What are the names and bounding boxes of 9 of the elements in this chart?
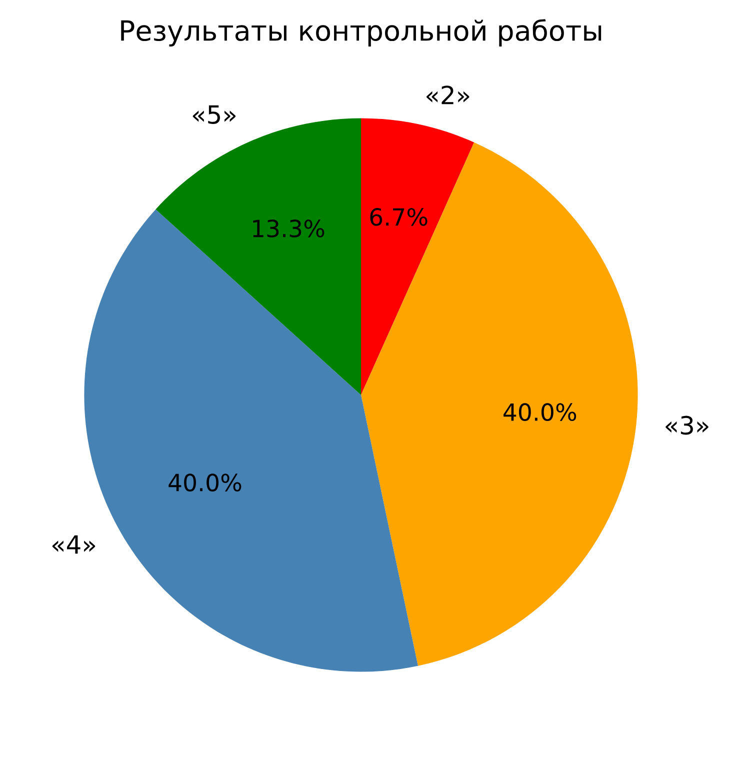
slice-label: «5» — [192, 105, 236, 124]
slice-label: «3» — [666, 416, 708, 435]
slice-label: «2» — [426, 86, 470, 104]
data-label: 40.0% — [168, 474, 242, 492]
data-label: 6.7% — [370, 208, 428, 226]
chart-title: Результаты контрольной работы — [121, 19, 602, 46]
data-label: 13.3% — [253, 220, 324, 238]
data-label: 40.0% — [504, 403, 576, 422]
slice-label: «4» — [52, 535, 96, 554]
